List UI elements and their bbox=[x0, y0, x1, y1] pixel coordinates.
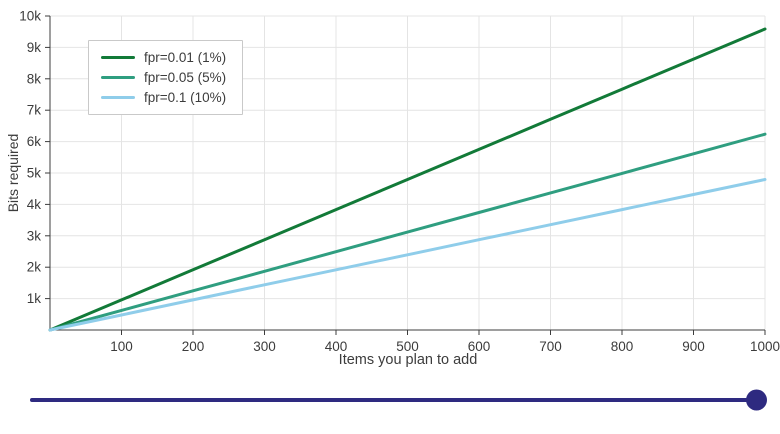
legend-label: fpr=0.05 (5%) bbox=[144, 70, 227, 85]
legend-label: fpr=0.01 (1%) bbox=[144, 50, 227, 65]
legend-swatch bbox=[101, 96, 135, 99]
svg-text:800: 800 bbox=[611, 339, 634, 354]
x-axis-title: Items you plan to add bbox=[338, 352, 478, 368]
svg-text:600: 600 bbox=[468, 339, 491, 354]
series-lines bbox=[48, 27, 767, 332]
divider-handle[interactable] bbox=[746, 389, 767, 411]
legend-item[interactable]: fpr=0.01 (1%) bbox=[101, 50, 226, 65]
svg-text:1000: 1000 bbox=[750, 339, 780, 354]
svg-text:6k: 6k bbox=[27, 134, 42, 149]
series-line bbox=[48, 27, 767, 332]
footer-divider bbox=[30, 389, 767, 411]
x-tick-labels: 100 200 300 400 500 600 700 800 900 1000 bbox=[110, 339, 780, 354]
svg-text:900: 900 bbox=[682, 339, 705, 354]
legend: fpr=0.01 (1%) fpr=0.05 (5%) fpr=0.1 (10%… bbox=[88, 40, 244, 115]
legend-label: fpr=0.1 (10%) bbox=[144, 90, 227, 105]
svg-text:2k: 2k bbox=[27, 260, 42, 275]
svg-text:500: 500 bbox=[396, 339, 419, 354]
svg-text:700: 700 bbox=[539, 339, 562, 354]
tick-marks bbox=[45, 15, 766, 335]
svg-text:8k: 8k bbox=[27, 71, 42, 86]
svg-text:400: 400 bbox=[325, 339, 348, 354]
svg-text:10k: 10k bbox=[19, 9, 41, 24]
legend-item[interactable]: fpr=0.05 (5%) bbox=[101, 70, 226, 85]
legend-item[interactable]: fpr=0.1 (10%) bbox=[101, 90, 226, 105]
y-tick-labels: 1k 2k 3k 4k 5k 6k 7k 8k 9k 10k bbox=[19, 9, 41, 307]
svg-text:200: 200 bbox=[182, 339, 205, 354]
series-line bbox=[48, 178, 767, 332]
bits-required-chart: 100 200 300 400 500 600 700 800 900 1000 1k 2k 3k 4k 5… bbox=[5, 9, 780, 369]
legend-swatch bbox=[101, 56, 135, 59]
legend-swatch bbox=[101, 76, 135, 79]
y-axis-title: Bits required bbox=[5, 133, 21, 213]
chart-canvas: 100 200 300 400 500 600 700 800 900 1000 1k 2k 3k 4k 5… bbox=[19, 9, 780, 355]
svg-text:300: 300 bbox=[253, 339, 276, 354]
svg-text:3k: 3k bbox=[27, 228, 42, 243]
svg-text:100: 100 bbox=[110, 339, 133, 354]
svg-text:7k: 7k bbox=[27, 103, 42, 118]
svg-text:5k: 5k bbox=[27, 166, 42, 181]
svg-text:1k: 1k bbox=[27, 291, 42, 306]
svg-text:4k: 4k bbox=[27, 197, 42, 212]
series-line bbox=[48, 132, 767, 332]
svg-text:9k: 9k bbox=[27, 40, 42, 55]
